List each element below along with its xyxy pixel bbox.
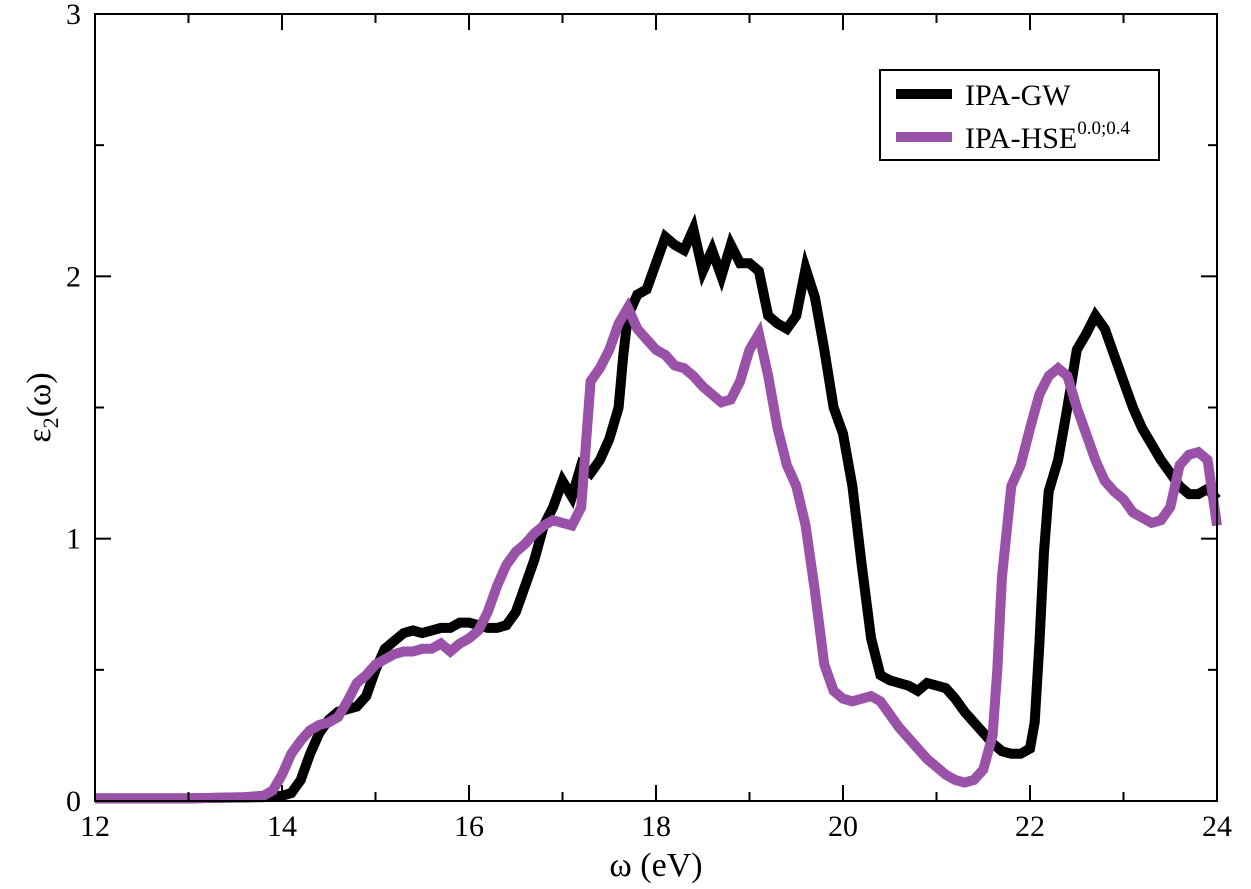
y-tick-label: 2 bbox=[66, 260, 81, 293]
y-tick-label: 1 bbox=[66, 523, 81, 556]
y-tick-label: 3 bbox=[66, 0, 81, 31]
x-tick-label: 18 bbox=[641, 810, 671, 843]
x-axis-label: ω (eV) bbox=[609, 847, 702, 884]
legend-label-1: IPA-GW bbox=[965, 79, 1071, 112]
y-axis-label-subscript: 2 bbox=[38, 417, 63, 428]
series-line-2 bbox=[95, 296, 1222, 804]
x-tick-label: 20 bbox=[828, 810, 858, 843]
series-line-1 bbox=[95, 213, 1221, 804]
y-axis-label-suffix: (ω) bbox=[21, 372, 58, 417]
x-tick-label: 22 bbox=[1015, 810, 1045, 843]
x-tick-label: 14 bbox=[267, 810, 297, 843]
x-tick-label: 24 bbox=[1202, 810, 1232, 843]
y-axis-label: ε2(ω) bbox=[21, 372, 63, 442]
series-layer bbox=[95, 213, 1222, 804]
x-tick-label: 16 bbox=[454, 810, 484, 843]
legend-box bbox=[879, 69, 1160, 161]
legend-label-2: IPA-HSE0.0;0.4 bbox=[965, 118, 1131, 155]
y-axis-label-base: ε bbox=[21, 428, 58, 442]
legend: IPA-GW IPA-HSE0.0;0.4 bbox=[879, 69, 1160, 161]
x-tick-label: 12 bbox=[80, 810, 110, 843]
y-tick-label: 0 bbox=[66, 785, 81, 818]
